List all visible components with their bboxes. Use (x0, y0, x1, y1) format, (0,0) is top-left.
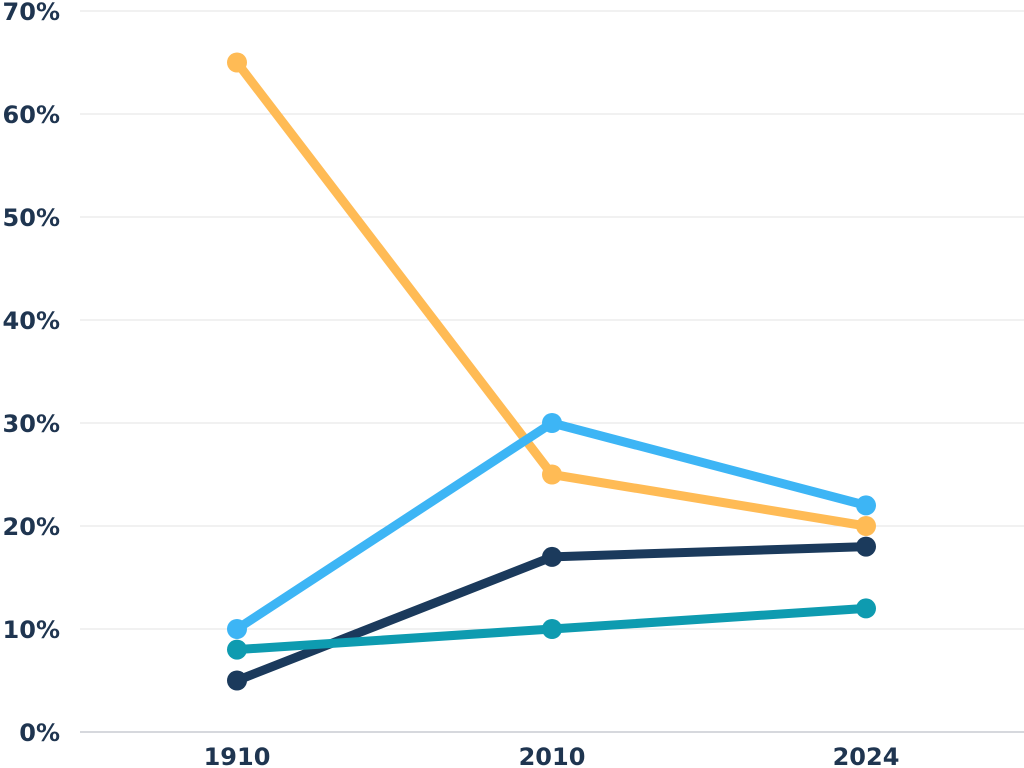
data-point (542, 464, 562, 485)
y-tick-label: 50% (3, 204, 60, 232)
x-axis: 1910 2010 2024 (80, 731, 1024, 768)
y-axis: 0% 10% 20% 30% 40% 50% 60% 70% (3, 0, 60, 747)
y-tick-label: 0% (19, 719, 60, 747)
y-tick-label: 10% (3, 616, 60, 644)
data-point (227, 619, 247, 639)
data-point (542, 619, 562, 639)
series-layer (227, 52, 876, 691)
series-line (232, 58, 871, 531)
data-point (856, 516, 876, 536)
x-tick-label: 2010 (519, 743, 586, 768)
data-point (227, 639, 247, 660)
x-tick-label: 2024 (833, 743, 900, 768)
series-1 (227, 413, 876, 639)
data-point (227, 670, 247, 691)
y-tick-label: 60% (3, 101, 60, 129)
x-tick-label: 1910 (204, 743, 271, 768)
y-tick-label: 40% (3, 307, 60, 335)
y-tick-label: 70% (3, 0, 60, 26)
series-3 (227, 598, 876, 660)
data-point (856, 598, 876, 619)
grid (80, 10, 1024, 630)
data-point (227, 52, 247, 73)
data-point (856, 536, 876, 557)
data-point (542, 546, 562, 567)
data-point (856, 495, 876, 516)
data-point (542, 413, 562, 433)
y-tick-label: 30% (3, 410, 60, 438)
series-0 (227, 52, 876, 536)
y-tick-label: 20% (3, 513, 60, 541)
